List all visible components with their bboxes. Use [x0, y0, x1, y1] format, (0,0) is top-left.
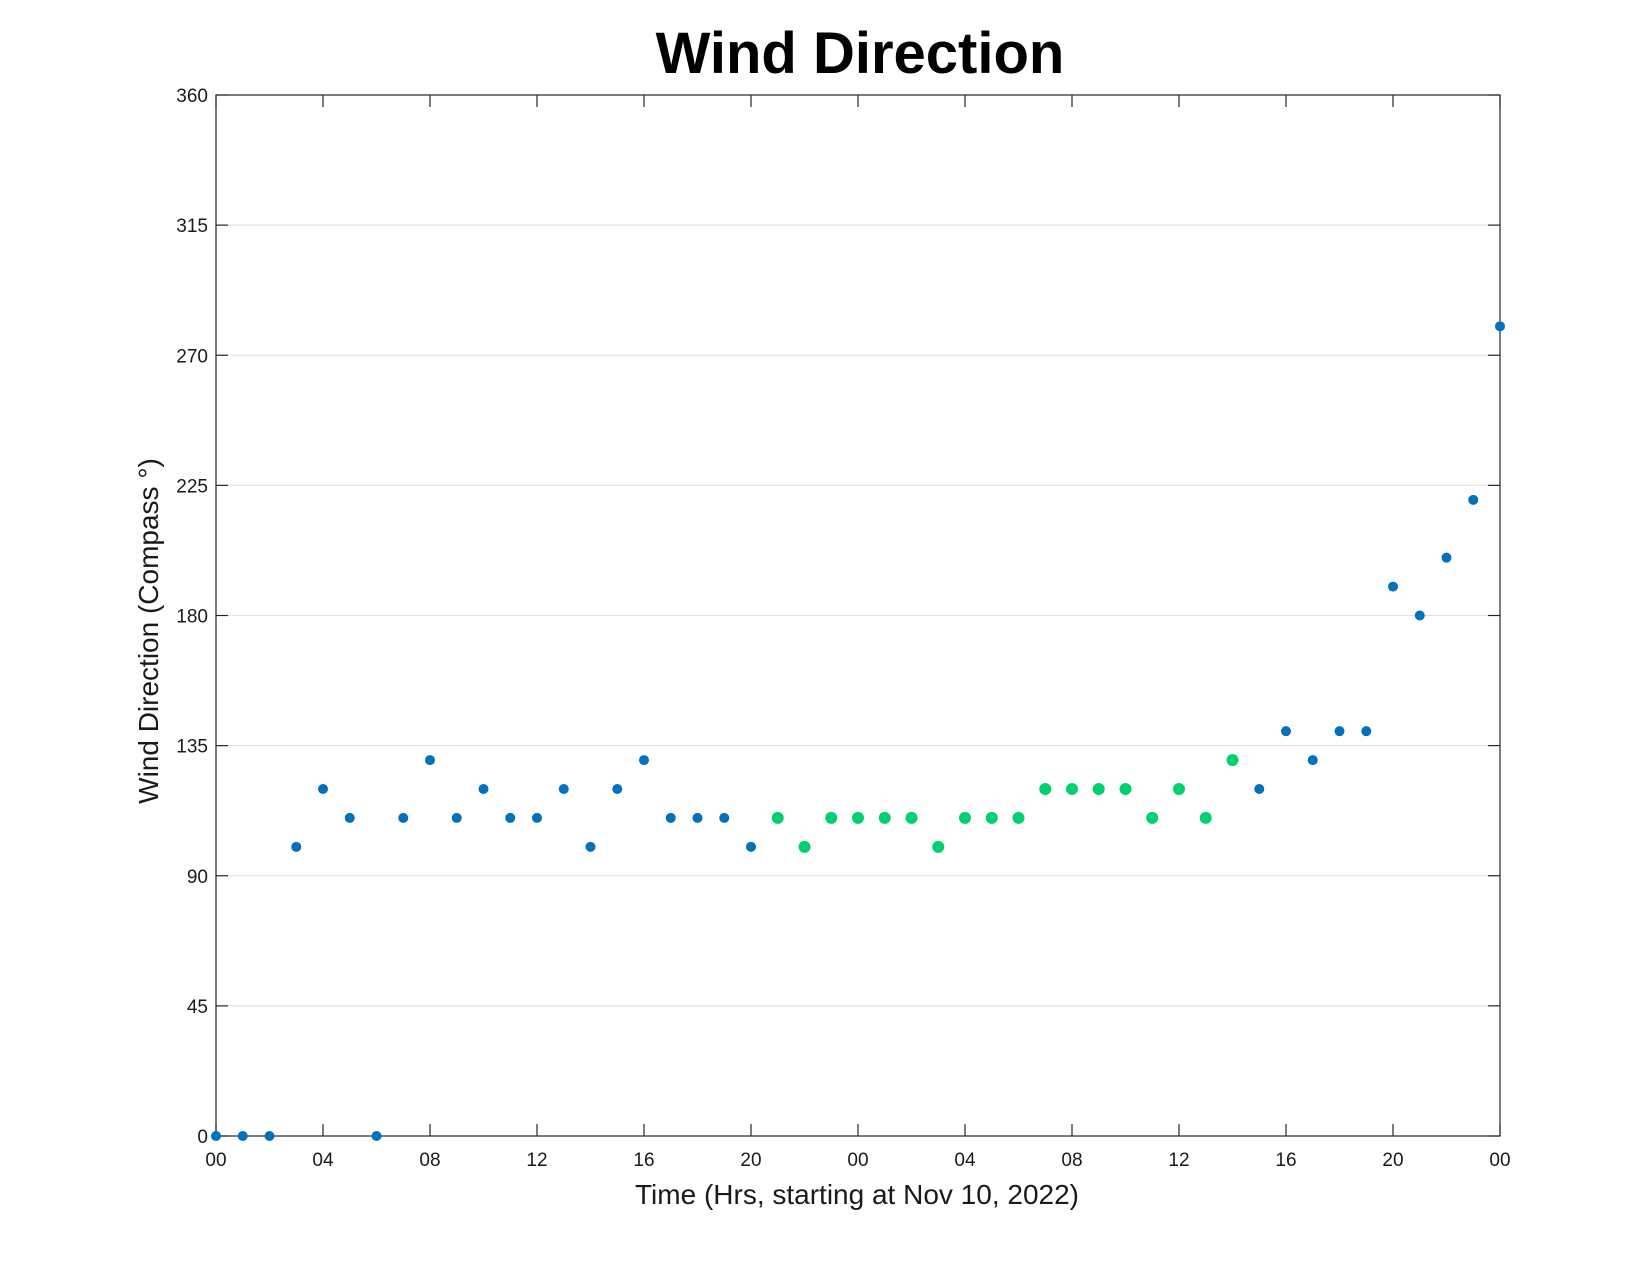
y-axis-label: Wind Direction (Compass °): [133, 458, 164, 804]
data-point: [852, 811, 864, 824]
x-tick-label: 04: [954, 1150, 976, 1171]
x-tick-label: 16: [633, 1150, 654, 1171]
data-point: [451, 812, 462, 823]
y-tick-label: 360: [176, 86, 208, 107]
data-point: [532, 812, 542, 823]
data-point: [692, 812, 703, 823]
data-point: [1441, 552, 1452, 563]
gridlines: [216, 224, 1500, 1007]
y-tick-label: 180: [176, 607, 208, 628]
data-point: [1414, 610, 1425, 621]
x-axis-tick-labels: 00 04 08 12 16 20 00 04 08 12 16 20 00: [205, 1150, 1510, 1171]
data-point: [878, 811, 891, 824]
y-tick-label: 225: [176, 476, 208, 497]
chart-title: Wind Direction: [656, 21, 1065, 86]
x-tick-label: 20: [740, 1150, 761, 1171]
axis-ticks: [215, 94, 1501, 1137]
data-point: [798, 840, 811, 853]
data-point: [585, 841, 596, 852]
data-point: [1012, 811, 1025, 824]
x-tick-label: 16: [1275, 1150, 1296, 1171]
data-point: [1119, 783, 1132, 795]
y-tick-label: 45: [187, 997, 208, 1018]
y-tick-label: 0: [197, 1127, 208, 1148]
data-point: [771, 811, 784, 824]
data-point: [264, 1131, 275, 1141]
data-point: [237, 1131, 248, 1141]
data-point: [425, 755, 435, 766]
data-point: [665, 812, 676, 823]
data-point: [959, 811, 971, 824]
data-point: [1199, 811, 1212, 824]
y-tick-label: 315: [176, 216, 208, 237]
data-point: [211, 1131, 221, 1141]
x-tick-label: 20: [1382, 1150, 1403, 1171]
x-tick-label: 00: [847, 1150, 868, 1171]
y-tick-label: 270: [176, 346, 208, 367]
data-point: [825, 811, 838, 824]
x-axis-label: Time (Hrs, starting at Nov 10, 2022): [635, 1179, 1079, 1210]
data-point: [371, 1131, 382, 1141]
data-point: [1039, 783, 1052, 795]
data-point: [639, 755, 649, 766]
data-point: [1468, 494, 1479, 505]
data-point: [612, 784, 623, 794]
data-point: [344, 812, 355, 823]
data-points: [211, 321, 1505, 1141]
data-point: [985, 811, 998, 824]
y-tick-label: 135: [176, 737, 208, 758]
y-axis-tick-labels: 0 45 90 135 180 225 270 315 360: [176, 86, 208, 1148]
data-point: [1307, 755, 1318, 766]
x-tick-label: 00: [1489, 1150, 1510, 1171]
data-point: [505, 812, 516, 823]
data-point: [1146, 811, 1159, 824]
data-point: [318, 784, 328, 794]
data-point: [1361, 726, 1372, 737]
x-tick-label: 12: [1168, 1150, 1189, 1171]
data-point: [719, 812, 730, 823]
data-point: [746, 841, 756, 852]
data-point: [1388, 581, 1398, 592]
x-tick-label: 12: [526, 1150, 547, 1171]
data-point: [1173, 783, 1185, 795]
data-point: [478, 784, 489, 794]
data-point: [558, 784, 569, 794]
data-point: [1092, 783, 1105, 795]
data-point: [291, 841, 302, 852]
data-point: [398, 812, 409, 823]
data-point: [1254, 784, 1265, 794]
x-tick-label: 08: [419, 1150, 440, 1171]
x-tick-label: 04: [312, 1150, 334, 1171]
data-point: [1226, 754, 1239, 767]
data-point: [1066, 783, 1078, 795]
x-tick-label: 08: [1061, 1150, 1082, 1171]
data-point: [1334, 726, 1345, 737]
data-point: [905, 811, 918, 824]
data-point: [932, 840, 945, 853]
x-tick-label: 00: [205, 1150, 226, 1171]
y-tick-label: 90: [187, 867, 208, 888]
data-point: [1281, 726, 1291, 737]
data-point: [1495, 321, 1505, 332]
